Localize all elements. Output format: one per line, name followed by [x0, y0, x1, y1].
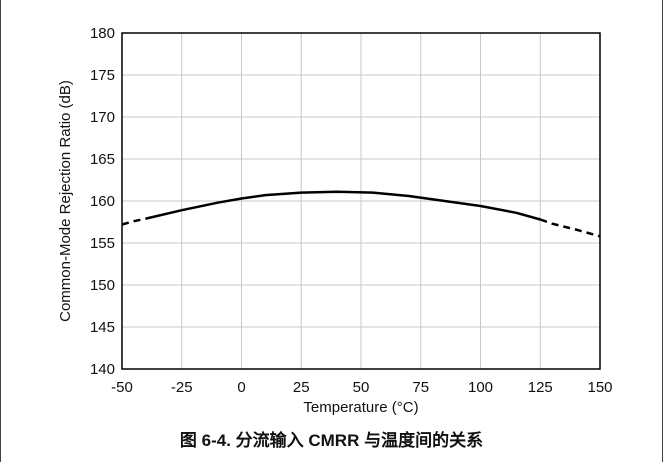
- plot-area: [121, 32, 601, 370]
- figure-caption: 图 6-4. 分流输入 CMRR 与温度间的关系: [179, 431, 484, 450]
- x-tick-label: 150: [587, 379, 612, 396]
- y-tick-label: 175: [90, 67, 115, 84]
- series-layer: [121, 190, 601, 238]
- y-tick-label: 160: [90, 193, 115, 210]
- cmrr-curve: [145, 190, 541, 221]
- y-tick-label: 165: [90, 151, 115, 168]
- x-tick-label: 125: [528, 379, 553, 396]
- y-tick-label: 170: [90, 109, 115, 126]
- cmrr-curve-dashed: [121, 217, 147, 226]
- x-tick-label: 0: [237, 379, 245, 396]
- y-tick-label: 145: [90, 319, 115, 336]
- x-tick-label: 75: [412, 379, 429, 396]
- y-tick-label: 150: [90, 277, 115, 294]
- x-tick-labels: -50 -25 0 25 50 75 100 125 150: [111, 379, 612, 396]
- y-tick-label: 140: [90, 361, 115, 378]
- x-tick-label: 25: [293, 379, 310, 396]
- cmrr-curve-dashed: [539, 218, 601, 238]
- x-tick-label: -25: [171, 379, 193, 396]
- x-tick-label: 100: [468, 379, 493, 396]
- x-tick-label: 50: [353, 379, 370, 396]
- y-tick-labels: 140 145 150 155 160 165 170 175 180: [90, 25, 115, 378]
- x-tick-label: -50: [111, 379, 133, 396]
- grid-layer: [121, 32, 601, 370]
- y-tick-label: 155: [90, 235, 115, 252]
- x-axis-label: Temperature (°C): [303, 399, 418, 416]
- y-tick-label: 180: [90, 25, 115, 42]
- cmrr-temperature-chart: 140 145 150 155 160 165 170 175 180 -50 -25 0 25 50 7…: [57, 25, 613, 416]
- y-axis-label: Common-Mode Rejection Ratio (dB): [57, 80, 74, 322]
